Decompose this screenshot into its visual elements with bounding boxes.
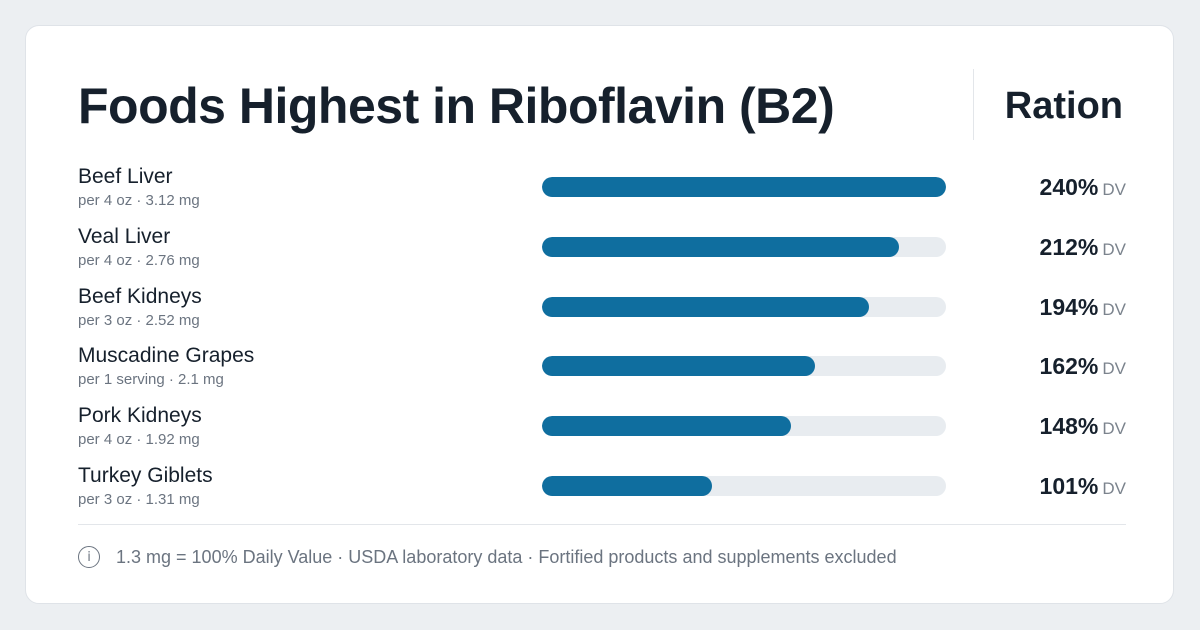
bar-track bbox=[542, 356, 946, 377]
dv-value: 148% DV bbox=[1040, 411, 1126, 444]
dv-unit: DV bbox=[1102, 239, 1126, 259]
dv-unit: DV bbox=[1102, 478, 1126, 498]
bar-row: Pork Kidneys per 4 oz · 1.92 mg 148% DV bbox=[78, 401, 1126, 461]
dv-unit: DV bbox=[1102, 359, 1126, 379]
dv-unit: DV bbox=[1102, 419, 1126, 439]
bar-list: Beef Liver per 4 oz · 3.12 mg 240% DV Vea… bbox=[78, 162, 1126, 521]
bar-track bbox=[542, 236, 946, 257]
header-divider bbox=[973, 69, 974, 140]
serving-info: per 3 oz · 1.31 mg bbox=[78, 490, 200, 508]
dv-unit: DV bbox=[1102, 299, 1126, 319]
chart-card: Foods Highest in Riboflavin (B2) Ration … bbox=[25, 25, 1174, 604]
food-name: Beef Liver bbox=[78, 165, 173, 188]
dv-percent: 194% bbox=[1039, 293, 1099, 320]
dv-value: 240% DV bbox=[1040, 172, 1126, 205]
bar-row: Beef Liver per 4 oz · 3.12 mg 240% DV bbox=[78, 162, 1126, 222]
bar-row: Turkey Giblets per 3 oz · 1.31 mg 101% DV bbox=[78, 461, 1126, 521]
bar-track bbox=[542, 416, 946, 437]
food-name: Muscadine Grapes bbox=[78, 344, 255, 368]
dv-percent: 148% bbox=[1039, 413, 1099, 440]
chart-title: Foods Highest in Riboflavin (B2) bbox=[78, 78, 835, 134]
bar-track bbox=[542, 296, 946, 317]
dv-unit: DV bbox=[1102, 180, 1126, 199]
dv-percent: 212% bbox=[1039, 233, 1099, 260]
food-name: Pork Kidneys bbox=[78, 404, 202, 428]
bar-fill bbox=[542, 475, 713, 496]
serving-info: per 4 oz · 3.12 mg bbox=[78, 192, 200, 209]
food-name: Beef Kidneys bbox=[78, 284, 202, 308]
bar-fill bbox=[542, 236, 899, 257]
food-name: Veal Liver bbox=[78, 224, 171, 248]
brand-logo: Ration bbox=[1004, 85, 1123, 127]
serving-info: per 3 oz · 2.52 mg bbox=[78, 311, 200, 329]
serving-info: per 1 serving · 2.1 mg bbox=[78, 371, 224, 389]
bar-track bbox=[542, 475, 946, 496]
bar-row: Muscadine Grapes per 1 serving · 2.1 mg … bbox=[78, 341, 1126, 401]
serving-info: per 4 oz · 2.76 mg bbox=[78, 251, 200, 269]
dv-percent: 162% bbox=[1039, 353, 1099, 380]
footer-divider bbox=[78, 524, 1126, 525]
footer-text: 1.3 mg = 100% Daily Value · USDA laborat… bbox=[116, 546, 897, 567]
bar-row: Beef Kidneys per 3 oz · 2.52 mg 194% DV bbox=[78, 282, 1126, 342]
dv-percent: 240% bbox=[1039, 174, 1099, 200]
serving-info: per 4 oz · 1.92 mg bbox=[78, 431, 200, 449]
dv-value: 212% DV bbox=[1040, 232, 1126, 265]
dv-value: 101% DV bbox=[1040, 471, 1126, 504]
dv-value: 162% DV bbox=[1040, 351, 1126, 384]
bar-fill bbox=[542, 356, 815, 377]
bar-fill bbox=[542, 177, 946, 197]
bar-track bbox=[542, 177, 946, 197]
food-name: Turkey Giblets bbox=[78, 463, 213, 487]
dv-percent: 101% bbox=[1039, 472, 1099, 499]
dv-value: 194% DV bbox=[1040, 292, 1126, 325]
bar-fill bbox=[542, 416, 792, 437]
footer-note: i 1.3 mg = 100% Daily Value · USDA labor… bbox=[78, 543, 897, 571]
bar-row: Veal Liver per 4 oz · 2.76 mg 212% DV bbox=[78, 222, 1126, 282]
bar-fill bbox=[542, 296, 869, 317]
info-icon: i bbox=[78, 546, 100, 568]
